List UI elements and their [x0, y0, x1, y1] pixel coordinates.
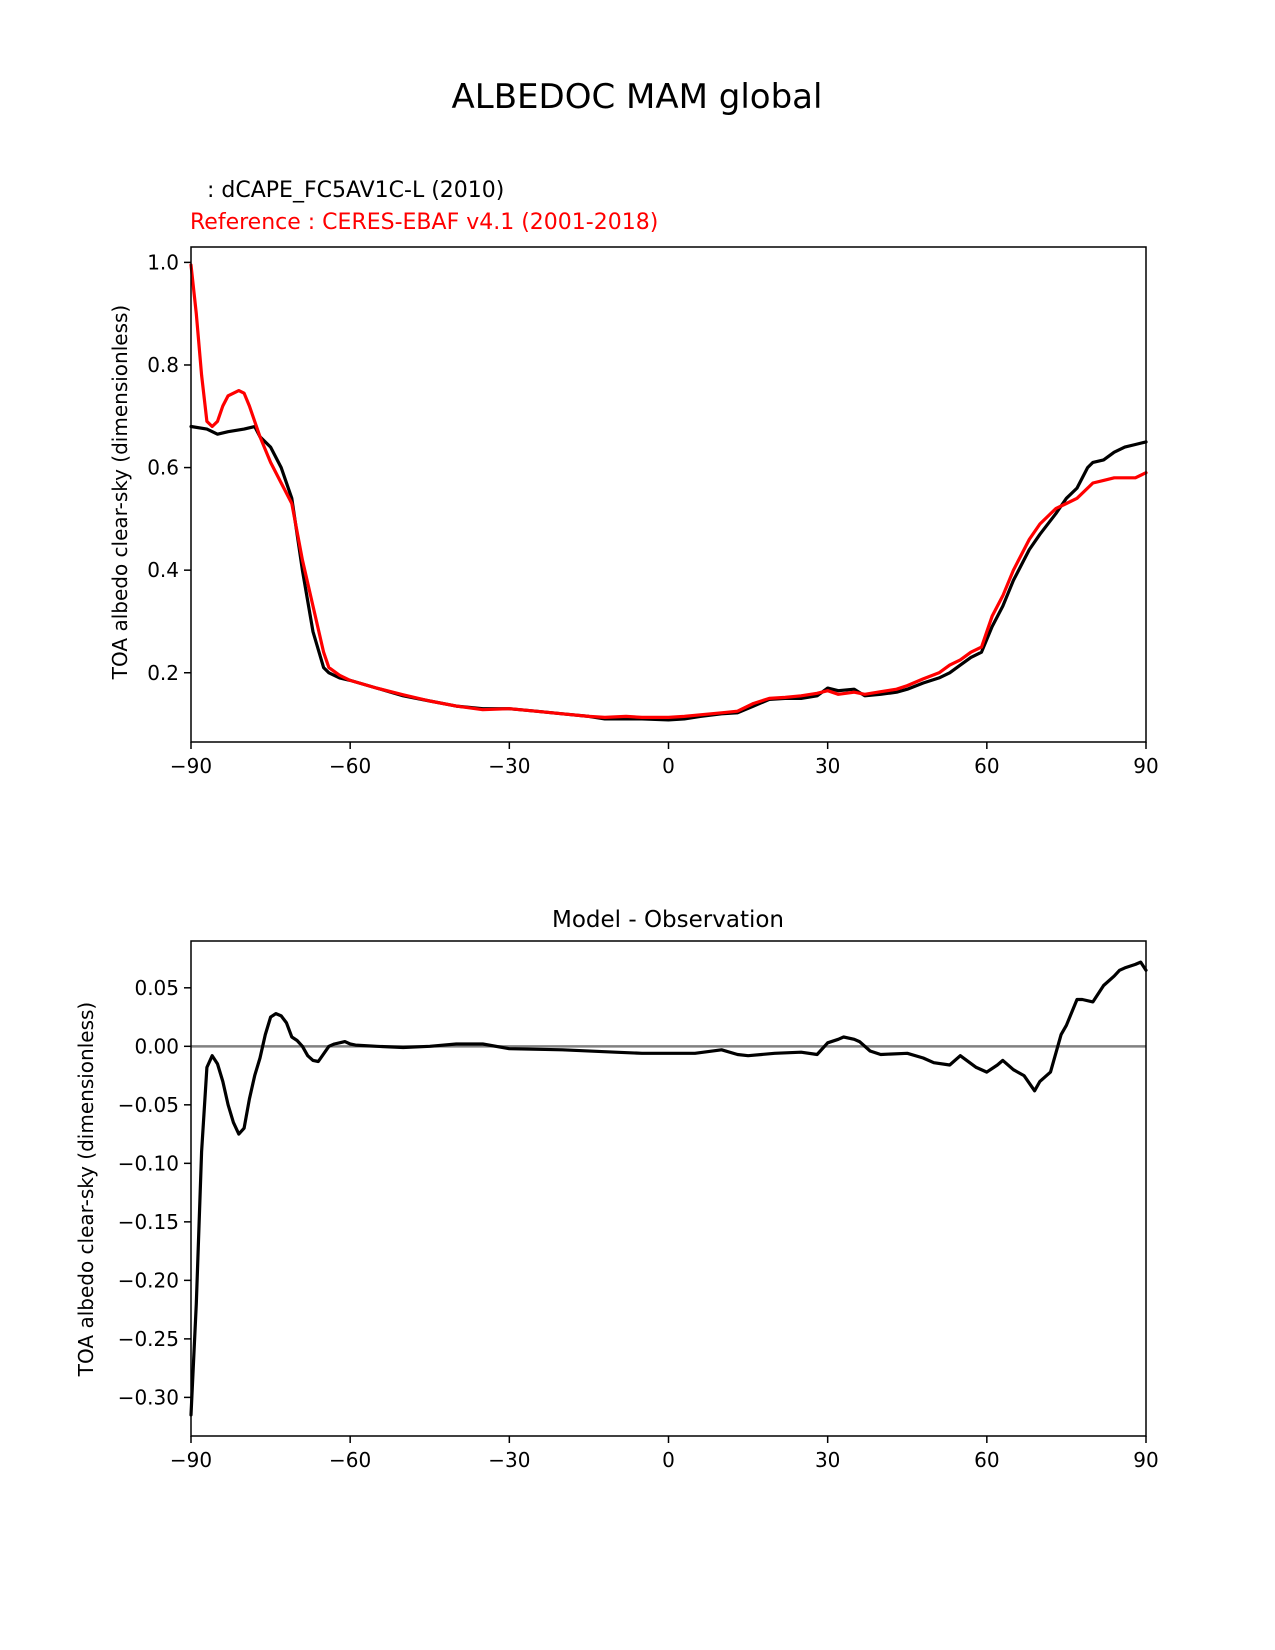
xtick-label: 30 — [815, 754, 840, 778]
bottom-plot-frame — [190, 940, 1147, 1437]
ytick-label: −0.20 — [118, 1268, 179, 1292]
xtick-label: 30 — [815, 1448, 840, 1472]
ytick-label: 0.6 — [147, 456, 179, 480]
top-panel: : dCAPE_FC5AV1C-L (2010) Reference : CER… — [108, 178, 1159, 778]
xtick-label: 0 — [662, 754, 675, 778]
xtick-label: 90 — [1133, 1448, 1158, 1472]
ytick-label: −0.30 — [118, 1385, 179, 1409]
reference-series-line — [189, 263, 1148, 720]
top-ylabel: TOA albedo clear-sky (dimensionless) — [108, 305, 132, 680]
model-label: : dCAPE_FC5AV1C-L (2010) — [207, 178, 504, 203]
reference-label: Reference : CERES-EBAF v4.1 (2001-2018) — [190, 210, 658, 235]
model-series-line — [189, 424, 1148, 722]
bottom-title: Model - Observation — [552, 907, 784, 933]
xtick-label: −60 — [329, 754, 371, 778]
bottom-lines — [189, 960, 1148, 1417]
xtick-label: 60 — [974, 754, 999, 778]
ytick-label: 0.8 — [147, 353, 179, 377]
xtick-label: −30 — [488, 1448, 530, 1472]
ytick-label: −0.10 — [118, 1151, 179, 1175]
ytick-label: 0.2 — [147, 661, 179, 685]
xtick-label: 90 — [1133, 754, 1158, 778]
top-plot-frame — [190, 246, 1147, 743]
top-lines — [189, 263, 1148, 722]
xtick-label: −90 — [170, 1448, 212, 1472]
ytick-label: −0.05 — [118, 1093, 179, 1117]
xtick-label: −90 — [170, 754, 212, 778]
top-ticks: −90 −60 −30 0 30 60 90 0.2 0.4 0.6 0.8 1.0 — [147, 250, 1159, 778]
ytick-label: 0.05 — [134, 976, 179, 1000]
difference-series-line — [189, 960, 1148, 1417]
ytick-label: 1.0 — [147, 250, 179, 274]
ytick-label: 0.00 — [134, 1034, 179, 1058]
xtick-label: −60 — [329, 1448, 371, 1472]
bottom-ylabel: TOA albedo clear-sky (dimensionless) — [74, 1002, 98, 1377]
bottom-ticks: −90 −60 −30 0 30 60 90 0.05 0.00 −0.05 −0.10 −0.15 −… — [118, 976, 1159, 1472]
xtick-label: 0 — [662, 1448, 675, 1472]
ytick-label: −0.25 — [118, 1327, 179, 1351]
ytick-label: 0.4 — [147, 558, 179, 582]
ytick-label: −0.15 — [118, 1210, 179, 1234]
xtick-label: 60 — [974, 1448, 999, 1472]
xtick-label: −30 — [488, 754, 530, 778]
figure-title: ALBEDOC MAM global — [452, 77, 823, 117]
bottom-panel: Model - Observation TOA albedo clear-sky… — [74, 907, 1159, 1472]
